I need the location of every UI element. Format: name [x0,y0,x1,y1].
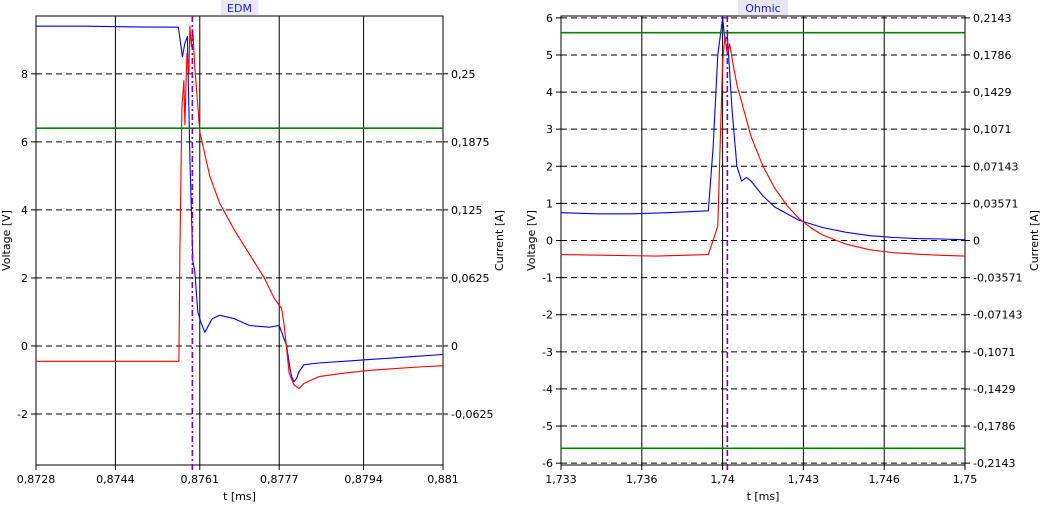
chart-0: EDM 0,8728 0,8744 0,8761 0,8777 0,8794 0,881 -2… [0,0,506,503]
series-line-0 [36,25,443,383]
y2-tick-label: -0,2143 [973,457,1015,470]
y-tick-label: 4 [546,86,553,99]
x-tick-label: 1,733 [545,473,577,486]
y-tick-label: 6 [546,12,553,25]
y-axis-label: Voltage [V] [525,210,538,271]
y-tick-label: -1 [542,272,553,285]
y2-axis-label: Current [A] [1028,210,1040,271]
series-line-1 [36,25,443,390]
series-line-1 [561,35,965,257]
y-tick-label: 2 [21,272,28,285]
y-tick-label: 6 [21,136,28,149]
y2-tick-label: 0,1786 [973,49,1012,62]
x-tick-label: 0,8761 [181,473,220,486]
y2-tick-label: 0,03571 [973,197,1019,210]
y-tick-label: -3 [542,346,553,359]
y2-tick-label: -0,1429 [973,383,1015,396]
y-tick-label: 8 [21,68,28,81]
x-tick-label: 1,75 [953,473,978,486]
y2-tick-label: 0,2143 [973,12,1012,25]
x-axis-label: t [ms] [223,490,256,503]
x-tick-label: 0,8728 [17,473,56,486]
y2-tick-label: 0 [451,340,458,353]
y-tick-label: 3 [546,123,553,136]
y-tick-label: 0 [546,235,553,248]
y-tick-label: 1 [546,197,553,210]
y2-tick-label: 0,125 [451,204,483,217]
y2-tick-label: 0,1071 [973,123,1012,136]
chart-title-bg [738,0,788,15]
y-tick-label: -2 [542,309,553,322]
y-axis-label: Voltage [V] [0,210,13,271]
chart-title-bg [220,0,259,15]
series-line-0 [561,17,965,241]
y2-tick-label: -0,07143 [973,309,1022,322]
y2-tick-label: 0,25 [451,68,476,81]
y2-tick-label: -0,1786 [973,420,1015,433]
y-tick-label: -6 [542,457,553,470]
y2-tick-label: 0 [973,235,980,248]
x-axis-label: t [ms] [747,490,780,503]
x-tick-label: 0,8777 [260,473,299,486]
y2-tick-label: 0,0625 [451,272,490,285]
chart-1: Ohmic 1,733 1,736 1,74 1,743 1,746 1,75 -6 -5 -4 -… [525,0,1040,503]
x-tick-label: 1,743 [788,473,820,486]
y-tick-label: 2 [546,160,553,173]
x-tick-label: 0,881 [427,473,459,486]
y2-tick-label: -0,0625 [451,408,493,421]
y-tick-label: 0 [21,340,28,353]
y2-tick-label: 0,1875 [451,136,490,149]
x-tick-label: 1,736 [626,473,658,486]
y-tick-label: -5 [542,420,553,433]
chart-title: Ohmic [745,2,780,15]
x-tick-label: 0,8744 [96,473,135,486]
y-tick-label: 5 [546,49,553,62]
y2-tick-label: 0,1429 [973,86,1012,99]
y2-tick-label: 0,07143 [973,160,1019,173]
y2-tick-label: -0,1071 [973,346,1015,359]
y-tick-label: 4 [21,204,28,217]
x-tick-label: 0,8794 [344,473,383,486]
y2-axis-label: Current [A] [493,210,506,271]
plot-frame [35,15,444,466]
y-tick-label: -4 [542,383,553,396]
y2-tick-label: -0,03571 [973,272,1022,285]
y-tick-label: -2 [17,408,28,421]
x-tick-label: 1,746 [868,473,900,486]
x-tick-label: 1,74 [710,473,735,486]
chart-title: EDM [227,2,252,15]
